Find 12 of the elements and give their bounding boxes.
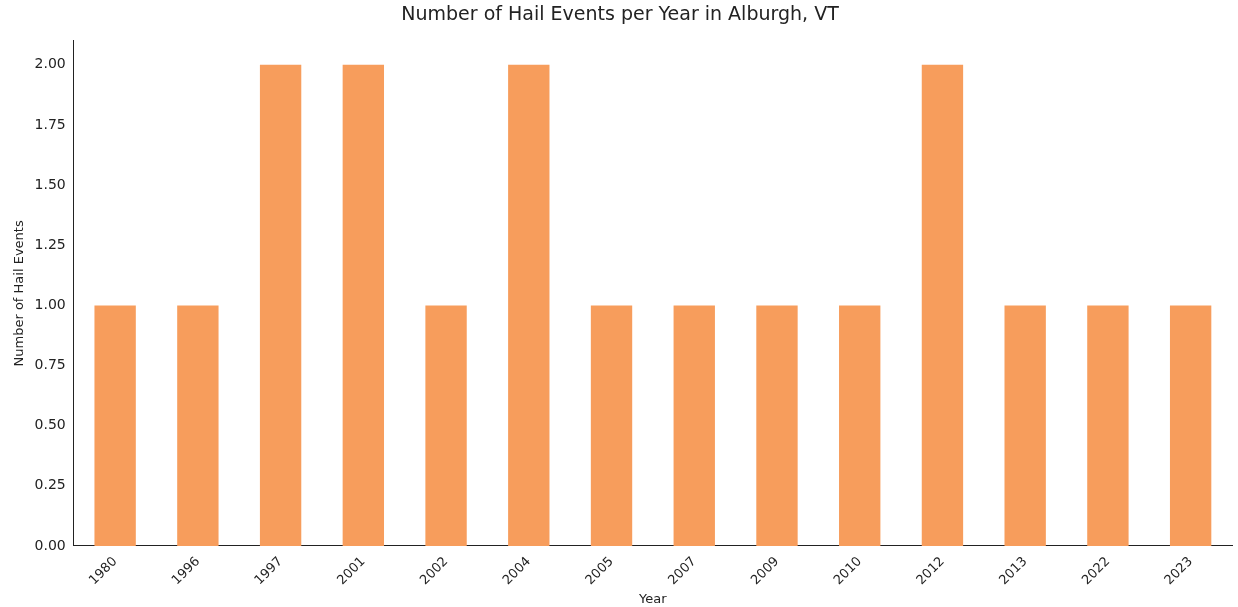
chart-title: Number of Hail Events per Year in Alburgh, VT [401, 2, 840, 25]
y-tick-label: 2.00 [34, 55, 66, 72]
y-tick-label: 0.50 [34, 416, 66, 433]
y-tick-label: 0.25 [34, 476, 66, 493]
y-tick-label: 0.00 [34, 536, 66, 553]
y-tick-label: 1.25 [34, 235, 66, 252]
y-tick-label: 1.75 [34, 115, 66, 132]
y-axis-title: Number of Hail Events [11, 220, 27, 367]
y-tick-label: 1.00 [34, 296, 66, 313]
y-tick-label: 1.50 [34, 175, 66, 192]
y-tick-label: 0.75 [34, 356, 66, 373]
x-axis-title: Year [638, 590, 668, 606]
